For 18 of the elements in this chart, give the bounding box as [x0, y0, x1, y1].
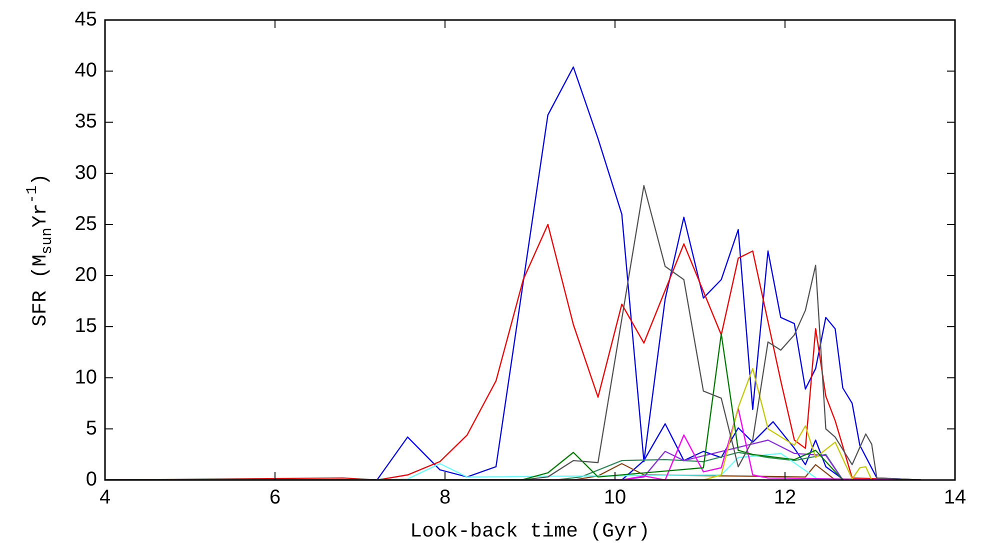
y-tick-label: 5	[86, 417, 97, 440]
x-tick-label: 4	[99, 486, 111, 509]
y-tick-label: 30	[74, 162, 97, 184]
y-tick-label: 45	[74, 8, 97, 31]
y-tick-label: 25	[74, 212, 97, 235]
x-tick-label: 14	[944, 486, 966, 509]
y-tick-label: 0	[86, 468, 97, 491]
x-tick-label: 8	[439, 486, 451, 509]
y-axis-title: SFR (MsunYr-1)	[24, 173, 56, 327]
x-tick-label: 10	[604, 486, 626, 509]
y-tick-label: 35	[74, 110, 97, 133]
y-tick-label: 20	[74, 264, 97, 286]
x-tick-label: 6	[269, 486, 281, 509]
x-axis-title: Look-back time (Gyr)	[410, 520, 650, 543]
y-tick-label: 40	[74, 60, 97, 82]
y-tick-label: 10	[74, 366, 97, 388]
y-tick-label: 15	[74, 315, 97, 338]
x-tick-label: 12	[774, 486, 796, 509]
